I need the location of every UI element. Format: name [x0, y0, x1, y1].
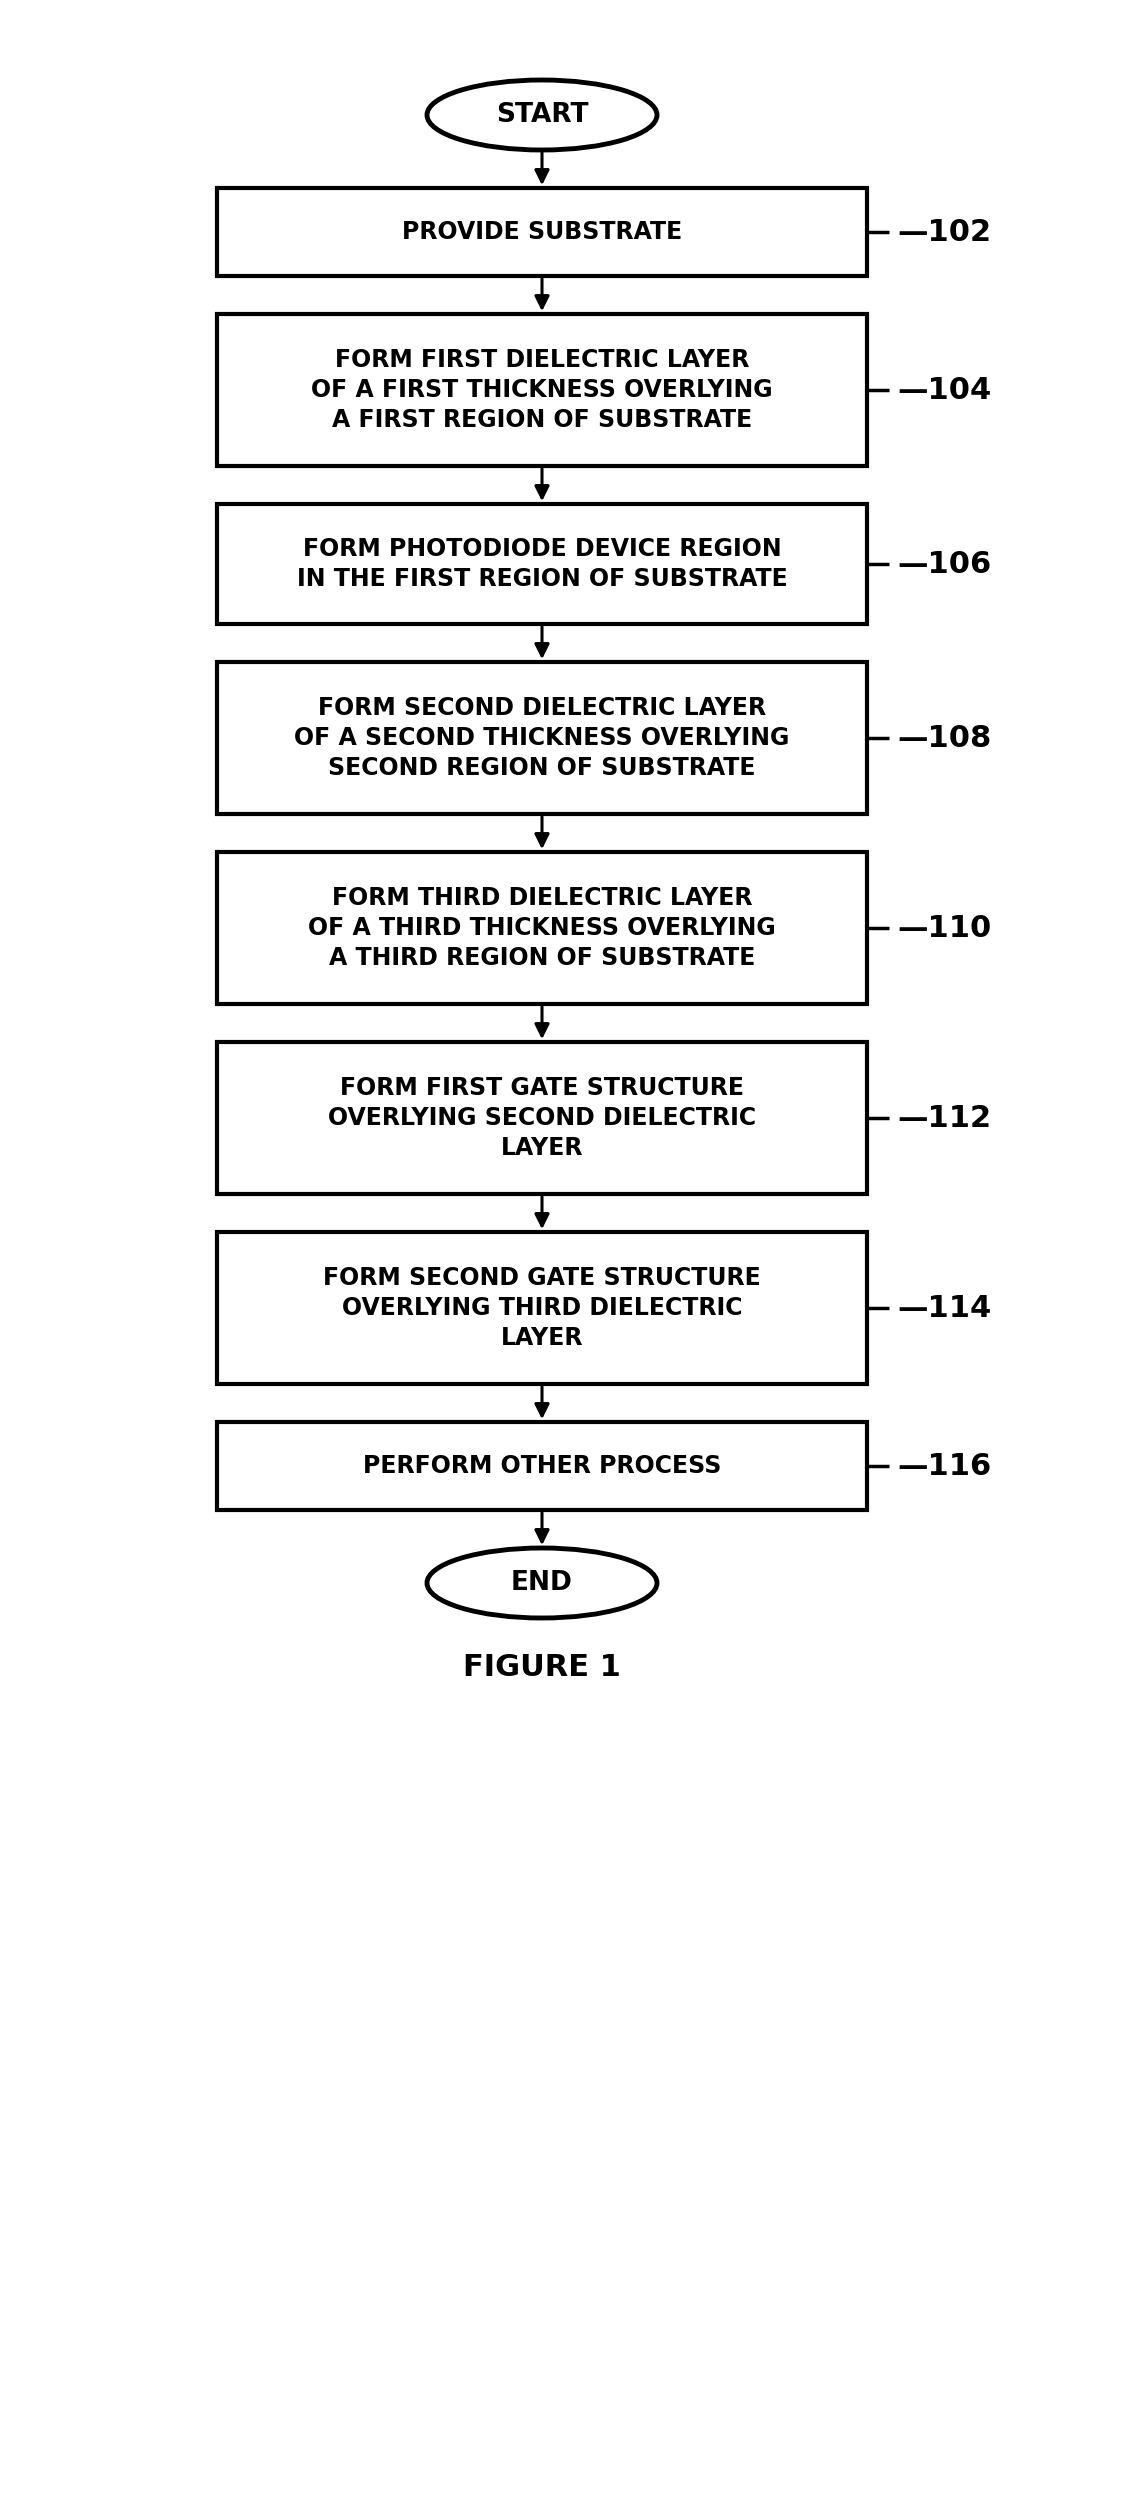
Text: —104: —104 — [897, 375, 991, 405]
Text: FORM SECOND DIELECTRIC LAYER
OF A SECOND THICKNESS OVERLYING
SECOND REGION OF SU: FORM SECOND DIELECTRIC LAYER OF A SECOND… — [294, 697, 789, 781]
FancyBboxPatch shape — [217, 504, 867, 624]
Text: START: START — [495, 103, 588, 128]
Text: PROVIDE SUBSTRATE: PROVIDE SUBSTRATE — [402, 219, 682, 244]
FancyBboxPatch shape — [217, 189, 867, 277]
FancyBboxPatch shape — [217, 315, 867, 466]
Text: FORM FIRST DIELECTRIC LAYER
OF A FIRST THICKNESS OVERLYING
A FIRST REGION OF SUB: FORM FIRST DIELECTRIC LAYER OF A FIRST T… — [311, 347, 773, 431]
FancyBboxPatch shape — [217, 1042, 867, 1194]
Ellipse shape — [427, 1549, 657, 1619]
Text: END: END — [511, 1571, 573, 1596]
Text: —108: —108 — [897, 723, 991, 753]
Text: —116: —116 — [897, 1450, 991, 1481]
Text: —106: —106 — [897, 549, 991, 579]
FancyBboxPatch shape — [217, 1231, 867, 1385]
Text: —110: —110 — [897, 914, 991, 942]
FancyBboxPatch shape — [217, 851, 867, 1005]
Text: PERFORM OTHER PROCESS: PERFORM OTHER PROCESS — [363, 1453, 721, 1478]
FancyBboxPatch shape — [217, 662, 867, 813]
Text: FIGURE 1: FIGURE 1 — [463, 1652, 621, 1682]
Text: FORM SECOND GATE STRUCTURE
OVERLYING THIRD DIELECTRIC
LAYER: FORM SECOND GATE STRUCTURE OVERLYING THI… — [323, 1267, 761, 1350]
Text: —114: —114 — [897, 1294, 991, 1322]
FancyBboxPatch shape — [217, 1423, 867, 1511]
Text: —102: —102 — [897, 217, 991, 247]
Text: FORM THIRD DIELECTRIC LAYER
OF A THIRD THICKNESS OVERLYING
A THIRD REGION OF SUB: FORM THIRD DIELECTRIC LAYER OF A THIRD T… — [308, 886, 776, 969]
Text: —112: —112 — [897, 1103, 991, 1133]
Text: FORM FIRST GATE STRUCTURE
OVERLYING SECOND DIELECTRIC
LAYER: FORM FIRST GATE STRUCTURE OVERLYING SECO… — [328, 1075, 756, 1161]
Ellipse shape — [427, 81, 657, 151]
Text: FORM PHOTODIODE DEVICE REGION
IN THE FIRST REGION OF SUBSTRATE: FORM PHOTODIODE DEVICE REGION IN THE FIR… — [296, 536, 787, 592]
